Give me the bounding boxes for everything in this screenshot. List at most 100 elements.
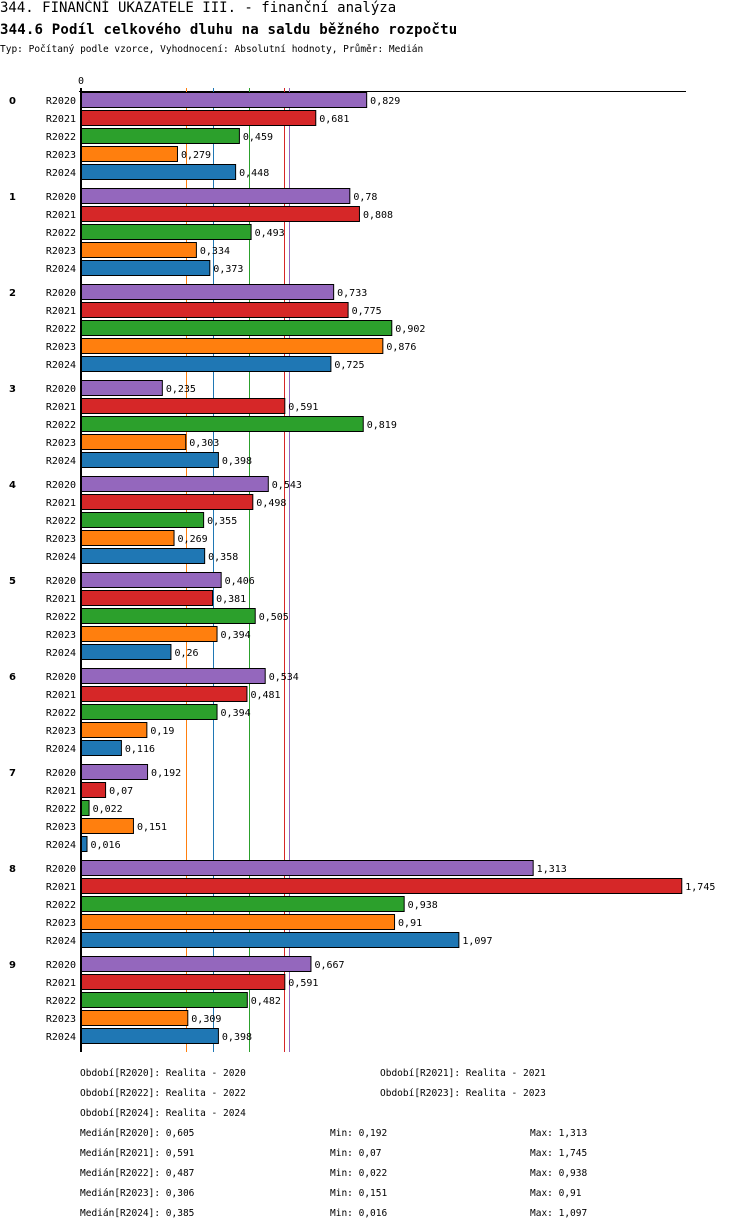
bar-r2023-6 — [81, 722, 148, 738]
series-label: R2022 — [46, 132, 76, 143]
bar-r2022-1 — [81, 224, 252, 240]
series-label: R2021 — [46, 402, 76, 413]
value-label: 0,733 — [337, 288, 367, 299]
bar-r2022-6 — [81, 704, 218, 720]
legend-median-r2020: Medián[R2020]: 0,605 — [80, 1128, 195, 1139]
bar-r2020-6 — [81, 668, 266, 684]
series-label: R2022 — [46, 324, 76, 335]
series-label: R2024 — [46, 936, 76, 947]
value-label: 1,097 — [462, 936, 492, 947]
group-label-8: 8 — [9, 864, 16, 875]
value-label: 0,591 — [288, 978, 318, 989]
chart-info: Typ: Počítaný podle vzorce, Vyhodnocení:… — [0, 44, 424, 55]
series-label: R2020 — [46, 288, 76, 299]
group-label-4: 4 — [9, 480, 16, 491]
value-label: 0,303 — [189, 438, 219, 449]
value-label: 0,681 — [319, 114, 349, 125]
bar-r2020-4 — [81, 476, 269, 492]
series-label: R2021 — [46, 786, 76, 797]
value-label: 0,591 — [288, 402, 318, 413]
value-label: 0,493 — [255, 228, 285, 239]
bar-r2021-3 — [81, 398, 286, 414]
legend-period-r2023: Období[R2023]: Realita - 2023 — [380, 1088, 546, 1099]
series-label: R2024 — [46, 456, 76, 467]
legend-median-r2024: Medián[R2024]: 0,385 — [80, 1208, 195, 1219]
bar-r2020-1 — [81, 188, 351, 204]
value-label: 0,448 — [239, 168, 269, 179]
bar-r2023-7 — [81, 818, 134, 834]
value-label: 0,819 — [367, 420, 397, 431]
legend-median-r2022: Medián[R2022]: 0,487 — [80, 1168, 195, 1179]
legend-max-r2020: Max: 1,313 — [530, 1128, 588, 1139]
series-label: R2020 — [46, 864, 76, 875]
value-label: 0,358 — [208, 552, 238, 563]
legend-period-r2024: Období[R2024]: Realita - 2024 — [80, 1108, 246, 1119]
series-label: R2024 — [46, 552, 76, 563]
bar-r2023-5 — [81, 626, 218, 642]
value-label: 0,829 — [370, 96, 400, 107]
value-label: 1,313 — [537, 864, 567, 875]
value-label: 1,745 — [685, 882, 715, 893]
series-label: R2023 — [46, 534, 76, 545]
bar-r2023-3 — [81, 434, 187, 450]
value-label: 0,334 — [200, 246, 230, 257]
series-label: R2022 — [46, 420, 76, 431]
bar-r2023-2 — [81, 338, 384, 354]
bar-r2022-3 — [81, 416, 364, 432]
group-label-0: 0 — [9, 96, 16, 107]
legend-period-r2021: Období[R2021]: Realita - 2021 — [380, 1068, 546, 1079]
group-label-6: 6 — [9, 672, 16, 683]
group-label-1: 1 — [9, 192, 16, 203]
value-label: 0,394 — [221, 708, 251, 719]
value-label: 0,151 — [137, 822, 167, 833]
value-label: 0,91 — [398, 918, 422, 929]
value-label: 0,725 — [334, 360, 364, 371]
bar-r2023-4 — [81, 530, 175, 546]
series-label: R2021 — [46, 594, 76, 605]
legend-period-r2020: Období[R2020]: Realita - 2020 — [80, 1068, 246, 1079]
value-label: 0,116 — [125, 744, 155, 755]
legend-max-r2021: Max: 1,745 — [530, 1148, 588, 1159]
series-label: R2023 — [46, 1014, 76, 1025]
bar-r2020-0 — [81, 92, 368, 108]
legend-median-r2021: Medián[R2021]: 0,591 — [80, 1148, 195, 1159]
value-label: 0,406 — [225, 576, 255, 587]
value-label: 0,373 — [213, 264, 243, 275]
bar-r2020-8 — [81, 860, 534, 876]
series-label: R2020 — [46, 480, 76, 491]
value-label: 0,398 — [222, 1032, 252, 1043]
bar-r2020-9 — [81, 956, 312, 972]
bar-r2021-8 — [81, 878, 683, 894]
bar-r2023-8 — [81, 914, 396, 930]
series-label: R2021 — [46, 978, 76, 989]
series-label: R2024 — [46, 1032, 76, 1043]
series-label: R2021 — [46, 306, 76, 317]
series-label: R2024 — [46, 840, 76, 851]
bar-r2021-7 — [81, 782, 107, 798]
value-label: 0,505 — [259, 612, 289, 623]
bar-r2022-4 — [81, 512, 205, 528]
bar-r2022-7 — [81, 800, 90, 816]
series-label: R2022 — [46, 612, 76, 623]
legend-max-r2024: Max: 1,097 — [530, 1208, 588, 1219]
bar-r2020-5 — [81, 572, 222, 588]
series-label: R2020 — [46, 960, 76, 971]
value-label: 0,902 — [395, 324, 425, 335]
series-label: R2021 — [46, 690, 76, 701]
series-label: R2023 — [46, 918, 76, 929]
group-label-7: 7 — [9, 768, 16, 779]
legend-max-r2023: Max: 0,91 — [530, 1188, 582, 1199]
series-label: R2023 — [46, 438, 76, 449]
series-label: R2024 — [46, 168, 76, 179]
series-label: R2023 — [46, 150, 76, 161]
axis-zero-label: 0 — [78, 76, 84, 87]
series-label: R2020 — [46, 96, 76, 107]
value-label: 0,07 — [109, 786, 133, 797]
bar-r2023-0 — [81, 146, 178, 162]
value-label: 0,19 — [150, 726, 174, 737]
bar-r2021-1 — [81, 206, 360, 222]
value-label: 0,775 — [352, 306, 382, 317]
value-label: 0,192 — [151, 768, 181, 779]
value-label: 0,459 — [243, 132, 273, 143]
